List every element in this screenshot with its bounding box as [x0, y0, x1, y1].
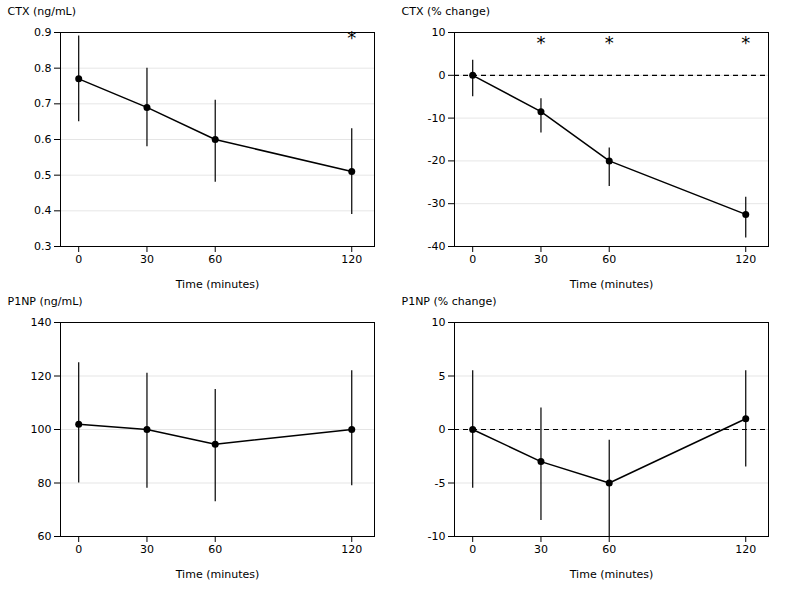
svg-text:Time (minutes): Time (minutes) — [175, 568, 260, 581]
svg-text:140: 140 — [31, 316, 52, 329]
svg-text:P1NP (% change): P1NP (% change) — [402, 295, 497, 308]
svg-text:Time (minutes): Time (minutes) — [569, 278, 654, 291]
svg-text:P1NP (ng/mL): P1NP (ng/mL) — [8, 295, 83, 308]
svg-text:30: 30 — [140, 253, 154, 266]
svg-text:Time (minutes): Time (minutes) — [569, 568, 654, 581]
svg-text:0.6: 0.6 — [34, 133, 52, 146]
svg-text:-10: -10 — [428, 112, 446, 125]
svg-text:80: 80 — [38, 477, 52, 490]
svg-text:5: 5 — [439, 370, 446, 383]
svg-text:0: 0 — [75, 253, 82, 266]
svg-text:*: * — [741, 32, 750, 53]
svg-text:60: 60 — [208, 253, 222, 266]
svg-text:0: 0 — [439, 423, 446, 436]
svg-text:10: 10 — [432, 316, 446, 329]
svg-text:-10: -10 — [428, 530, 446, 543]
svg-text:CTX (ng/mL): CTX (ng/mL) — [8, 5, 77, 18]
svg-text:*: * — [347, 27, 356, 48]
svg-text:Time (minutes): Time (minutes) — [175, 278, 260, 291]
svg-text:*: * — [605, 32, 614, 53]
svg-text:-40: -40 — [428, 240, 446, 253]
svg-text:0.7: 0.7 — [34, 97, 52, 110]
svg-text:0.3: 0.3 — [34, 240, 52, 253]
svg-text:30: 30 — [534, 253, 548, 266]
svg-text:120: 120 — [735, 543, 756, 556]
svg-text:60: 60 — [602, 543, 616, 556]
svg-text:120: 120 — [341, 543, 362, 556]
svg-text:30: 30 — [140, 543, 154, 556]
svg-text:-30: -30 — [428, 197, 446, 210]
svg-text:10: 10 — [432, 26, 446, 39]
svg-text:60: 60 — [602, 253, 616, 266]
svg-text:30: 30 — [534, 543, 548, 556]
svg-text:0: 0 — [469, 543, 476, 556]
svg-text:0.8: 0.8 — [34, 62, 52, 75]
svg-text:60: 60 — [208, 543, 222, 556]
svg-text:CTX (% change): CTX (% change) — [402, 5, 490, 18]
svg-text:0.4: 0.4 — [34, 204, 52, 217]
svg-text:0.5: 0.5 — [34, 169, 52, 182]
svg-text:60: 60 — [38, 530, 52, 543]
svg-text:0.9: 0.9 — [34, 26, 52, 39]
svg-text:*: * — [536, 32, 545, 53]
svg-text:120: 120 — [31, 370, 52, 383]
svg-text:120: 120 — [735, 253, 756, 266]
svg-text:100: 100 — [31, 423, 52, 436]
svg-text:0: 0 — [469, 253, 476, 266]
svg-text:-5: -5 — [435, 477, 446, 490]
svg-text:-20: -20 — [428, 154, 446, 167]
svg-text:120: 120 — [341, 253, 362, 266]
svg-text:0: 0 — [439, 69, 446, 82]
svg-text:0: 0 — [75, 543, 82, 556]
